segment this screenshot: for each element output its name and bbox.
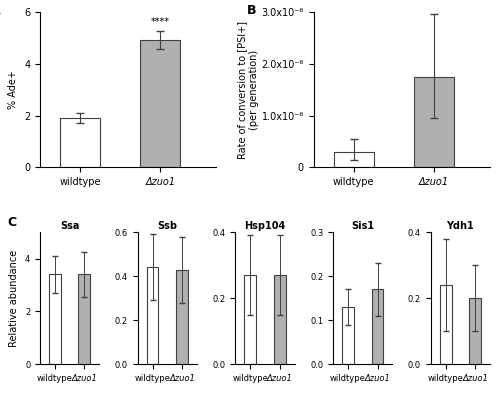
Bar <box>146 267 158 364</box>
Y-axis label: Relative abundance: Relative abundance <box>10 249 20 347</box>
Bar <box>49 274 60 364</box>
Text: ****: **** <box>151 17 170 27</box>
Bar <box>414 77 454 168</box>
Title: Ssb: Ssb <box>158 221 178 231</box>
Bar <box>372 289 384 364</box>
Title: Ydh1: Ydh1 <box>446 221 474 231</box>
Title: Sis1: Sis1 <box>351 221 374 231</box>
Bar <box>176 270 188 364</box>
Bar <box>334 152 374 168</box>
Text: B: B <box>246 4 256 17</box>
Bar <box>78 274 90 364</box>
Text: C: C <box>8 216 16 229</box>
Bar <box>342 307 354 364</box>
Title: Ssa: Ssa <box>60 221 80 231</box>
Bar <box>274 275 285 364</box>
Title: Hsp104: Hsp104 <box>244 221 286 231</box>
Bar <box>440 285 452 364</box>
Bar <box>140 40 180 168</box>
Bar <box>244 275 256 364</box>
Bar <box>60 118 100 168</box>
Y-axis label: Rate of conversion to [PSI+]
(per generation): Rate of conversion to [PSI+] (per genera… <box>237 21 258 159</box>
Bar <box>470 298 481 364</box>
Y-axis label: % Ade+: % Ade+ <box>8 70 18 109</box>
